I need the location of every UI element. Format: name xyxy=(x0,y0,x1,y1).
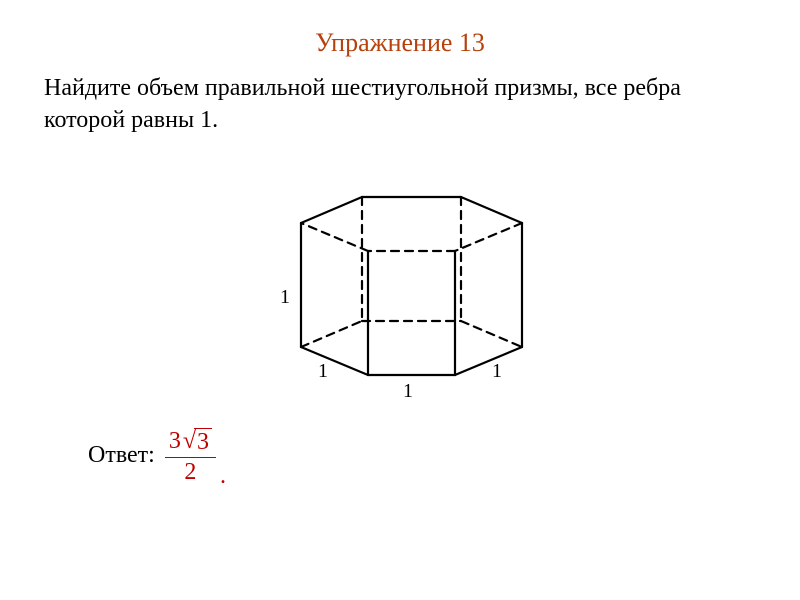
answer-period: . xyxy=(220,463,226,490)
fraction-numerator: 3 √ 3 xyxy=(165,428,216,458)
prism-figure: 1 1 1 1 xyxy=(44,145,756,420)
radicand: 3 xyxy=(194,428,212,455)
problem-statement: Найдите объем правильной шестиугольной п… xyxy=(44,72,756,137)
prism-svg: 1 1 1 1 xyxy=(235,145,565,415)
answer-label: Ответ: xyxy=(88,442,155,469)
exercise-title: Упражнение 13 xyxy=(44,28,756,58)
answer-value: 3 √ 3 2 . xyxy=(165,428,226,484)
answer-row: Ответ: 3 √ 3 2 . xyxy=(44,428,756,484)
fraction-denominator: 2 xyxy=(184,458,196,484)
svg-text:1: 1 xyxy=(318,360,328,382)
numerator-sqrt: √ 3 xyxy=(183,428,212,455)
numerator-coeff: 3 xyxy=(169,429,181,453)
answer-fraction: 3 √ 3 2 xyxy=(165,428,216,484)
svg-text:1: 1 xyxy=(280,286,290,308)
problem-text: Найдите объем правильной шестиугольной п… xyxy=(44,75,681,133)
svg-text:1: 1 xyxy=(492,360,502,382)
title-text: Упражнение 13 xyxy=(315,28,485,57)
radical-sign: √ xyxy=(183,429,196,453)
svg-text:1: 1 xyxy=(403,380,413,402)
